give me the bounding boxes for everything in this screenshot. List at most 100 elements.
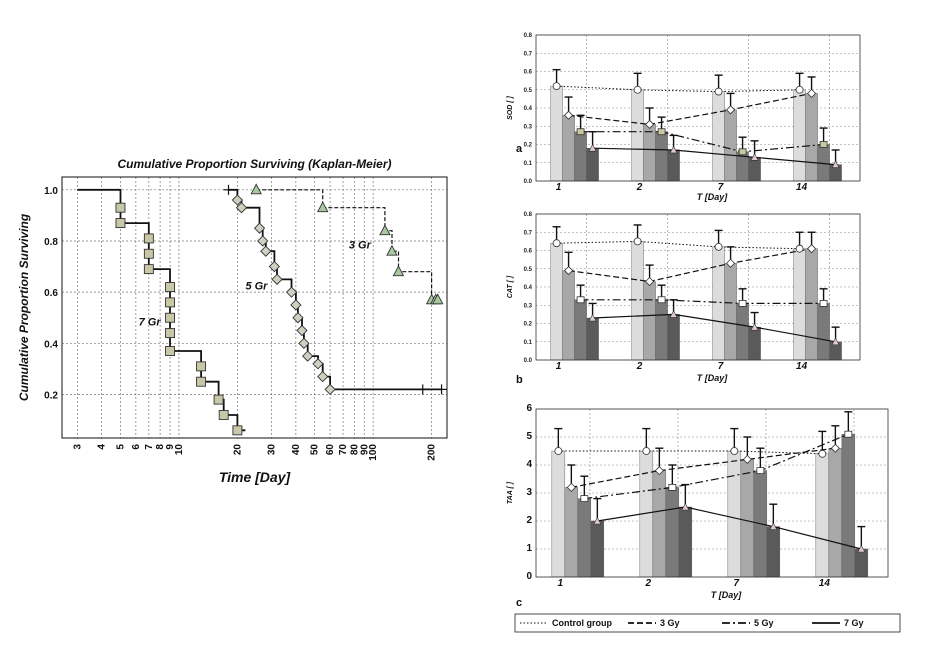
km-x-tick-label: 3 <box>72 444 83 450</box>
km-y-tick-label: 0.6 <box>44 288 58 299</box>
km-x-tick-label: 7 <box>144 444 155 450</box>
y-tick-label: 0.2 <box>524 143 533 149</box>
point <box>588 144 597 152</box>
panel-label: c <box>516 597 522 609</box>
x-tick-label: 14 <box>796 182 808 193</box>
point <box>552 239 561 248</box>
point <box>844 430 853 438</box>
y-tick-label: 4 <box>526 459 532 470</box>
km-x-tick-label: 4 <box>97 444 108 450</box>
bar <box>815 453 830 578</box>
y-tick-label: 0.3 <box>524 124 533 130</box>
km-point <box>268 260 281 273</box>
series-line <box>592 147 836 166</box>
point <box>738 148 747 156</box>
km-x-tick-label: 80 <box>349 444 360 456</box>
km-y-tick-label: 1.0 <box>44 186 58 197</box>
y-tick-label: 0.3 <box>524 303 533 309</box>
bar <box>631 89 644 182</box>
y-tick-label: 0.0 <box>524 358 533 364</box>
km-point <box>115 202 126 213</box>
km-point <box>218 410 229 420</box>
point <box>633 237 642 246</box>
point <box>769 522 778 530</box>
point <box>657 128 666 136</box>
bar <box>586 147 599 182</box>
km-chart: Cumulative Proportion Surviving (Kaplan-… <box>17 157 448 485</box>
bar <box>712 246 725 361</box>
point <box>714 87 723 96</box>
bar <box>793 89 806 182</box>
bar <box>712 91 725 182</box>
y-tick-label: 0.0 <box>524 179 533 185</box>
bar <box>748 326 761 361</box>
bar <box>574 299 587 361</box>
bar <box>590 520 605 578</box>
x-axis-label: T [Day] <box>711 590 743 600</box>
bar <box>805 248 818 361</box>
y-axis-label: TAA [ ] <box>507 481 514 504</box>
km-point <box>260 245 272 257</box>
y-tick-label: 0.2 <box>524 322 533 328</box>
km-x-tick-label: 100 <box>368 444 379 461</box>
km-point <box>232 425 243 436</box>
bar <box>577 498 592 578</box>
point <box>588 313 597 322</box>
y-tick-label: 0.7 <box>524 230 533 236</box>
y-tick-label: 0.6 <box>524 70 533 76</box>
point <box>576 128 585 136</box>
series-line <box>568 248 812 283</box>
series-line <box>571 447 836 488</box>
km-y-tick-label: 0.4 <box>44 339 58 350</box>
bar <box>817 303 830 361</box>
km-x-tick-label: 5 <box>115 444 126 450</box>
point <box>830 443 840 453</box>
bar-panel-c: 0 1 2 3 4 5 6 1 2 7 14 T [Day] TAA [ ] c <box>507 403 889 609</box>
km-point <box>165 312 175 323</box>
point <box>669 145 678 154</box>
point <box>819 300 828 307</box>
bar <box>562 115 575 182</box>
point <box>564 266 574 276</box>
point <box>795 85 804 94</box>
km-point <box>296 324 308 337</box>
point <box>726 105 736 115</box>
km-point <box>253 222 266 234</box>
km-point <box>250 183 262 195</box>
km-point <box>213 394 224 405</box>
km-x-tick-label: 6 <box>131 444 142 450</box>
x-tick-label: 2 <box>636 182 643 193</box>
series-line <box>592 313 836 343</box>
panel-label: a <box>516 143 523 155</box>
bar <box>828 448 843 578</box>
point <box>566 482 576 492</box>
y-tick-label: 5 <box>526 431 532 442</box>
x-tick-label: 1 <box>556 361 562 372</box>
point <box>807 244 817 254</box>
y-tick-label: 0.4 <box>524 285 533 291</box>
point <box>807 88 817 98</box>
bar <box>727 450 742 578</box>
y-axis-label: CAT [ ] <box>507 275 514 298</box>
point <box>819 141 828 148</box>
x-tick-label: 2 <box>636 361 643 372</box>
bar <box>655 131 668 182</box>
point <box>742 454 752 464</box>
km-x-tick-label: 20 <box>232 444 243 456</box>
bar <box>678 506 693 578</box>
km-x-axis-label: Time [Day] <box>219 469 292 485</box>
km-point <box>431 293 444 305</box>
point <box>756 467 765 475</box>
point <box>554 447 563 455</box>
km-point <box>292 312 304 324</box>
x-tick-label: 7 <box>734 578 740 589</box>
panel-frame <box>535 408 889 578</box>
y-tick-label: 0.8 <box>524 33 533 39</box>
km-point <box>285 286 298 298</box>
bar <box>805 93 818 182</box>
km-y-axis-label: Cumulative Proportion Surviving <box>17 213 31 401</box>
point <box>593 516 602 525</box>
point <box>668 483 677 491</box>
km-group-label: 7 Gr <box>139 316 162 328</box>
point <box>657 296 666 304</box>
